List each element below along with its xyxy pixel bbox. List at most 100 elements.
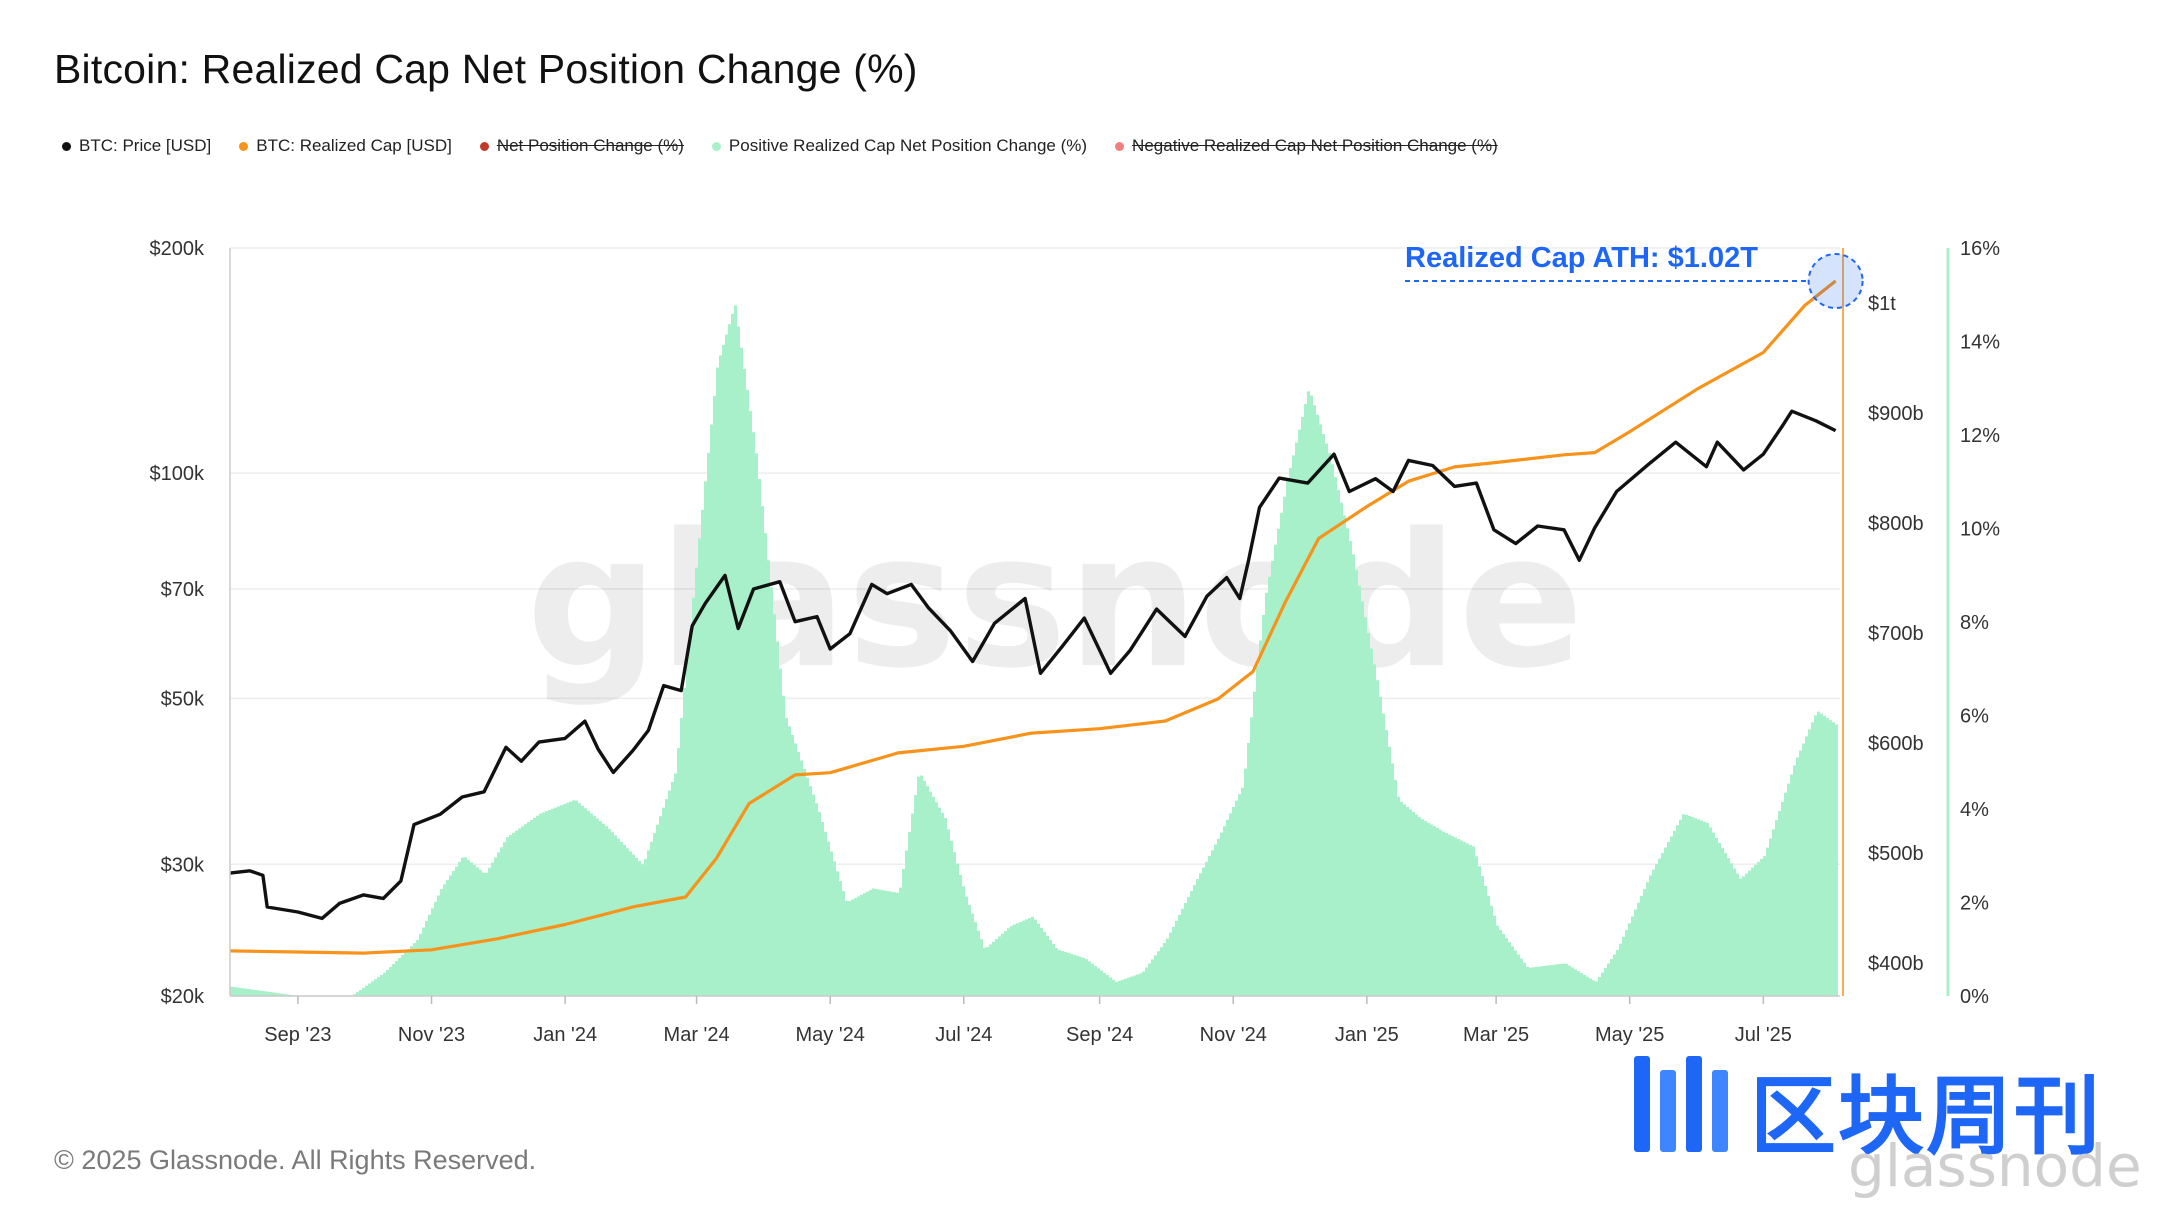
legend-swatch xyxy=(239,141,249,151)
net-position-bar xyxy=(1397,796,1400,996)
net-position-bar xyxy=(1247,742,1250,996)
net-position-bar xyxy=(635,857,638,996)
net-position-bar xyxy=(1550,965,1553,996)
net-position-bar xyxy=(1175,920,1178,996)
net-position-bar xyxy=(1391,763,1394,996)
net-position-bar xyxy=(929,791,932,996)
net-position-bar xyxy=(1100,970,1103,996)
net-position-bar xyxy=(1259,640,1262,996)
net-position-bar xyxy=(794,743,797,996)
net-position-bar xyxy=(1265,592,1268,996)
net-position-bar xyxy=(1109,977,1112,996)
net-position-bar xyxy=(902,869,905,996)
net-position-bar xyxy=(1205,861,1208,996)
net-position-bar xyxy=(1457,839,1460,996)
net-position-bar xyxy=(926,786,929,996)
net-position-bar xyxy=(1424,821,1427,996)
legend-item[interactable]: Net Position Change (%) xyxy=(479,136,684,156)
net-position-bar xyxy=(737,326,740,996)
net-position-bar xyxy=(1130,976,1133,996)
net-position-bar xyxy=(1634,909,1637,996)
net-position-bar xyxy=(854,897,857,996)
legend-label: Negative Realized Cap Net Position Chang… xyxy=(1132,136,1498,155)
net-position-bar xyxy=(1139,973,1142,996)
net-position-bar xyxy=(644,858,647,996)
legend-item[interactable]: BTC: Price [USD] xyxy=(62,136,211,156)
net-position-bar xyxy=(275,992,278,996)
net-position-bar xyxy=(1010,925,1013,996)
net-position-bar xyxy=(1202,867,1205,996)
net-position-bar xyxy=(1583,974,1586,996)
net-position-bar xyxy=(1040,927,1043,996)
y-right2-tick-label: 14% xyxy=(1960,332,2000,354)
net-position-bar xyxy=(1184,902,1187,996)
y-right2-tick-label: 16% xyxy=(1960,238,2000,260)
net-position-bar xyxy=(1406,806,1409,996)
net-position-bar xyxy=(1250,717,1253,996)
net-position-bar xyxy=(1199,873,1202,996)
net-position-bar xyxy=(1772,829,1775,996)
net-position-bar xyxy=(1490,905,1493,996)
net-position-bar xyxy=(770,587,773,996)
net-position-bar xyxy=(1022,920,1025,996)
net-position-bar xyxy=(1436,827,1439,996)
net-position-bar xyxy=(1574,969,1577,996)
net-position-bar xyxy=(836,871,839,996)
net-position-bar xyxy=(980,939,983,996)
net-position-bar xyxy=(251,989,254,996)
net-position-bar xyxy=(1724,853,1727,996)
net-position-bar xyxy=(1472,846,1475,996)
net-position-bar xyxy=(1469,844,1472,996)
net-position-bar xyxy=(941,812,944,996)
net-position-bar xyxy=(284,994,287,996)
logo: 区块周刊 glassnode xyxy=(1630,1046,2150,1200)
net-position-bar xyxy=(812,794,815,996)
net-position-bar xyxy=(1766,847,1769,996)
y-tick-label: $70k xyxy=(161,579,205,601)
net-position-bar xyxy=(956,863,959,996)
y-right2-tick-label: 2% xyxy=(1960,893,1989,915)
net-position-bar xyxy=(497,852,500,996)
legend-item[interactable]: Positive Realized Cap Net Position Chang… xyxy=(711,136,1087,156)
net-position-bar xyxy=(1355,570,1358,996)
net-position-bar xyxy=(1088,961,1091,996)
net-position-bar xyxy=(1595,981,1598,996)
net-position-bar xyxy=(1799,750,1802,996)
net-position-bar xyxy=(1307,391,1310,996)
net-position-bar xyxy=(1361,601,1364,996)
net-position-bar xyxy=(1460,840,1463,996)
net-position-bar xyxy=(1670,836,1673,996)
net-position-bar xyxy=(404,952,407,996)
net-position-bar xyxy=(761,506,764,996)
y-right2-tick-label: 6% xyxy=(1960,706,1989,728)
net-position-bar xyxy=(500,847,503,996)
x-tick-label: Mar '25 xyxy=(1463,1024,1529,1046)
net-position-bar xyxy=(992,941,995,996)
y-tick-label: $100k xyxy=(150,463,205,485)
net-position-bar xyxy=(407,949,410,996)
net-position-bar xyxy=(704,481,707,996)
net-position-bar xyxy=(1283,496,1286,996)
net-position-bar xyxy=(1661,853,1664,996)
net-position-bar xyxy=(1802,743,1805,996)
net-position-bar xyxy=(950,840,953,996)
net-position-bar xyxy=(1529,967,1532,996)
net-position-bar xyxy=(1577,971,1580,996)
net-position-bar xyxy=(743,368,746,996)
net-position-bar xyxy=(1622,936,1625,996)
legend-item[interactable]: Negative Realized Cap Net Position Chang… xyxy=(1115,136,1498,156)
net-position-bar xyxy=(1052,944,1055,996)
net-position-bar xyxy=(1796,757,1799,996)
x-tick-label: May '24 xyxy=(795,1024,864,1046)
net-position-bar xyxy=(1664,847,1667,996)
net-position-bar xyxy=(839,881,842,996)
net-position-bar xyxy=(971,913,974,996)
net-position-bar xyxy=(764,533,767,996)
net-position-bar xyxy=(1220,832,1223,996)
net-position-bar xyxy=(1295,442,1298,997)
legend-item[interactable]: BTC: Realized Cap [USD] xyxy=(239,136,452,156)
net-position-bar xyxy=(533,817,536,996)
x-tick-label: Sep '24 xyxy=(1066,1024,1133,1046)
net-position-bar xyxy=(1559,963,1562,996)
